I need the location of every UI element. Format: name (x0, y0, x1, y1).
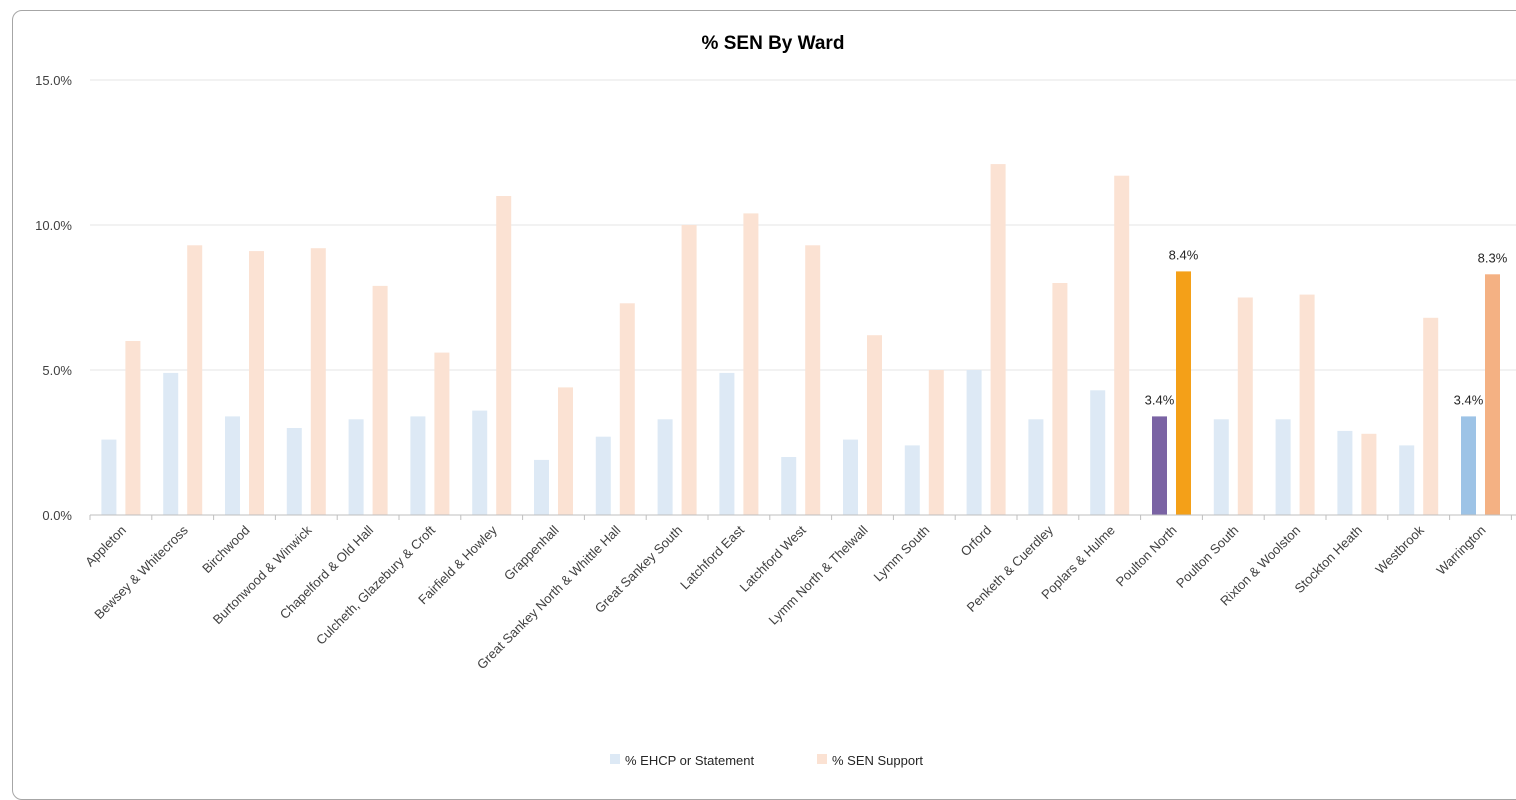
bar-ehcp (348, 419, 364, 515)
bar-ehcp (1337, 430, 1353, 515)
bar-ehcp (101, 439, 117, 515)
y-axis-labels: 0.0% 5.0% 10.0% 15.0% (35, 73, 72, 523)
x-axis (89, 514, 1516, 520)
data-label: 8.3% (1478, 250, 1508, 265)
legend-swatch (610, 754, 620, 764)
x-tick-label: Poulton South (1173, 523, 1241, 591)
bar-ehcp (1399, 445, 1415, 515)
bar-sen-support (1052, 283, 1068, 515)
x-tick-label: Birchwood (199, 523, 253, 577)
bar-sen-support (249, 251, 264, 515)
bar-ehcp (1152, 416, 1167, 515)
bar-ehcp (163, 372, 179, 515)
bar-sen-support (990, 164, 1006, 515)
y-tick-label: 0.0% (42, 508, 72, 523)
x-tick-label: Warrington (1433, 523, 1488, 578)
x-tick-label: Westbrook (1372, 522, 1427, 577)
bar-sen-support (867, 335, 882, 515)
x-tick-label: Culcheth, Glazebury & Croft (313, 522, 438, 647)
x-tick-label: Grappenhall (501, 522, 562, 583)
bar-ehcp (472, 410, 488, 515)
bar-sen-support (1423, 317, 1439, 515)
data-label: 3.4% (1454, 392, 1484, 407)
legend: % EHCP or Statement % SEN Support (610, 753, 923, 768)
bar-sen-support (1176, 271, 1191, 515)
bar-ehcp (534, 459, 549, 515)
gridlines (90, 79, 1516, 371)
bar-ehcp (904, 445, 920, 515)
bar-ehcp (719, 372, 735, 515)
x-tick-label: Lymm South (871, 523, 933, 585)
bar-ehcp (1028, 419, 1044, 515)
chart-title: % SEN By Ward (702, 33, 845, 54)
bar-sen-support (496, 196, 512, 515)
bar-sen-support (372, 285, 388, 515)
bar-ehcp (286, 428, 302, 515)
data-labels: 3.4% 8.4% 3.4% 8.3% (1145, 247, 1508, 407)
bar-sen-support (928, 370, 944, 515)
bar-sen-support (558, 387, 573, 515)
legend-swatch (817, 754, 827, 764)
bar-sen-support (1485, 274, 1500, 515)
bar-sen-support (1361, 433, 1377, 515)
x-tick-label: Orford (958, 523, 995, 560)
bar-ehcp (1275, 419, 1291, 515)
bar-sen-support (1299, 294, 1315, 515)
bar-sen-support (1114, 175, 1130, 515)
bar-ehcp (966, 370, 982, 515)
bar-ehcp (595, 436, 611, 515)
bar-ehcp (843, 439, 858, 515)
bar-ehcp (1461, 416, 1476, 515)
y-tick-label: 5.0% (42, 363, 72, 378)
bars (101, 164, 1500, 516)
bar-ehcp (657, 419, 673, 515)
bar-sen-support (310, 248, 326, 515)
bar-ehcp (1090, 390, 1106, 515)
bar-ehcp (410, 416, 426, 515)
bar-chart: % SEN By Ward 0.0% 5.0% 10.0% 15.0% Appleto… (35, 33, 1516, 768)
bar-ehcp (225, 416, 240, 515)
bar-sen-support (125, 341, 141, 515)
bar-ehcp (1213, 419, 1229, 515)
legend-label: % EHCP or Statement (625, 753, 754, 768)
data-label: 8.4% (1169, 247, 1199, 262)
bar-sen-support (619, 303, 635, 515)
bar-sen-support (681, 225, 697, 515)
bar-sen-support (743, 213, 759, 515)
bar-sen-support (1237, 297, 1253, 515)
x-tick-label: Appleton (82, 523, 129, 570)
bar-sen-support (187, 245, 203, 516)
bar-ehcp (781, 457, 797, 515)
x-tick-label: Latchford East (677, 522, 747, 592)
y-tick-label: 10.0% (35, 218, 72, 233)
data-label: 3.4% (1145, 392, 1175, 407)
x-tick-label: Poulton North (1113, 523, 1180, 590)
legend-label: % SEN Support (832, 753, 923, 768)
y-tick-label: 15.0% (35, 73, 72, 88)
bar-sen-support (434, 352, 450, 515)
bar-sen-support (805, 245, 821, 516)
